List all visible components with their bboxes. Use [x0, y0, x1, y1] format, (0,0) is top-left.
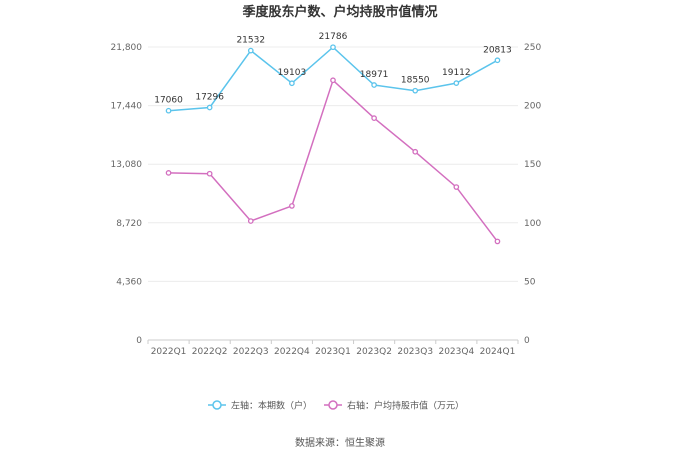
chart-title: 季度股东户数、户均持股市值情况: [241, 4, 437, 20]
series-1: 17060 17296 21532 19103 21786 18971 18550 19112…: [154, 32, 512, 114]
series-layer: 17060 17296 21532 19103 21786 18971 18550 19112…: [154, 32, 512, 245]
data-label: 21786: [319, 32, 348, 42]
left-tick-label: 21,800: [111, 43, 143, 53]
right-y-axis: 0 50 100 150 200 250: [524, 43, 541, 346]
data-point[interactable]: [165, 107, 172, 114]
right-tick-label: 0: [524, 336, 530, 346]
data-label: 19112: [442, 68, 471, 78]
x-tick-label: 2022Q4: [274, 347, 310, 357]
right-tick-label: 250: [524, 43, 541, 53]
data-point[interactable]: [247, 47, 254, 54]
grid-lines: [148, 46, 518, 341]
data-point[interactable]: [453, 80, 460, 86]
x-tick-label: 2022Q2: [192, 347, 228, 357]
data-point[interactable]: [371, 82, 377, 88]
legend[interactable]: 左轴：本期数（户） 右轴：户均持股市值（万元）: [208, 400, 464, 412]
left-tick-label: 8,720: [116, 219, 142, 229]
data-label: 19103: [278, 68, 307, 78]
data-point[interactable]: [206, 170, 213, 177]
left-tick-label: 13,080: [111, 160, 143, 170]
data-point[interactable]: [165, 170, 172, 176]
legend-marker-icon: [328, 400, 338, 410]
data-point[interactable]: [453, 184, 460, 190]
x-tick-label: 2023Q1: [315, 347, 351, 357]
data-point[interactable]: [494, 57, 501, 64]
data-label: 18550: [401, 76, 430, 86]
legend-item[interactable]: 左轴：本期数（户）: [208, 400, 312, 412]
data-point[interactable]: [412, 148, 419, 155]
series-2: [165, 77, 501, 245]
x-tick-label: 2023Q4: [438, 347, 474, 357]
right-tick-label: 150: [524, 160, 541, 170]
right-tick-label: 100: [524, 219, 541, 229]
data-point[interactable]: [330, 77, 336, 84]
x-tick-label: 2022Q3: [233, 347, 269, 357]
data-point[interactable]: [247, 218, 254, 224]
x-tick-label: 2024Q1: [480, 347, 516, 357]
data-point[interactable]: [206, 104, 213, 111]
x-axis: 2022Q1 2022Q2 2022Q3 2022Q4 2023Q1 2023Q2 2023…: [147, 340, 519, 357]
data-point[interactable]: [412, 87, 419, 94]
data-point[interactable]: [289, 203, 295, 209]
right-tick-label: 50: [524, 277, 536, 287]
x-tick-label: 2023Q2: [356, 347, 392, 357]
data-label: 20813: [483, 45, 512, 55]
left-tick-label: 4,360: [116, 277, 142, 287]
data-point[interactable]: [289, 80, 295, 87]
legend-label: 右轴：户均持股市值（万元）: [347, 400, 464, 412]
data-label: 18971: [360, 70, 389, 80]
data-point[interactable]: [371, 115, 377, 121]
legend-item[interactable]: 右轴：户均持股市值（万元）: [324, 400, 464, 412]
right-tick-label: 200: [524, 102, 541, 112]
x-tick-label: 2023Q3: [397, 347, 433, 357]
left-y-axis: 0 4,360 8,720 13,080 17,440 21,800: [111, 43, 143, 346]
x-tick-label: 2022Q1: [151, 347, 187, 357]
legend-label: 左轴：本期数（户）: [231, 400, 312, 412]
series-line: [168, 78, 498, 242]
data-point[interactable]: [494, 238, 501, 245]
data-label: 17296: [195, 93, 224, 103]
data-label: 17060: [154, 96, 183, 106]
data-point[interactable]: [330, 44, 336, 51]
data-source: 数据来源：恒生聚源: [295, 436, 385, 449]
left-tick-label: 17,440: [111, 102, 143, 112]
data-label: 21532: [236, 36, 265, 46]
legend-marker-icon: [212, 400, 222, 410]
left-tick-label: 0: [136, 336, 142, 346]
